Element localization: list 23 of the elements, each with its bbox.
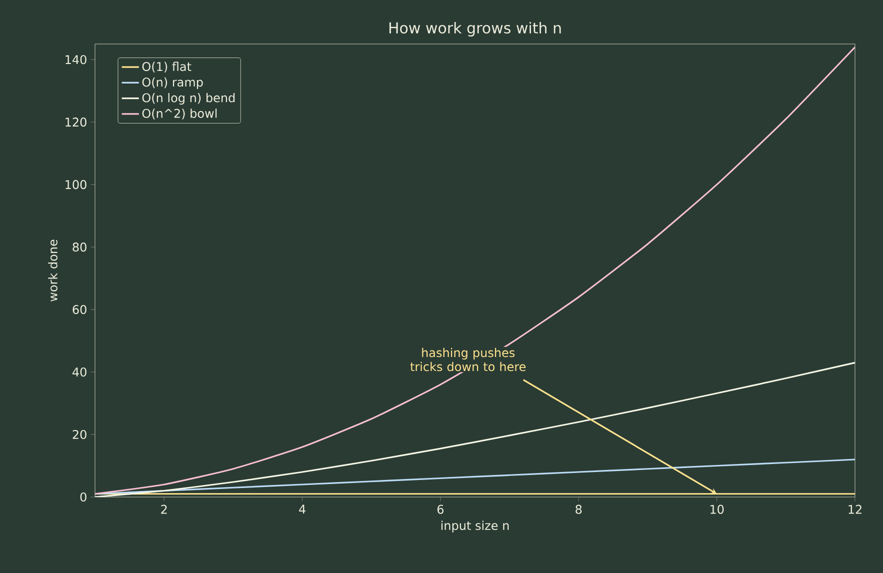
- chart-title: How work grows with n: [389, 22, 561, 36]
- x-tick-label: 10: [710, 504, 724, 514]
- y-tick-label: 40: [72, 367, 86, 377]
- y-tick-label: 80: [72, 242, 86, 252]
- annotation: hashing pushes tricks down to here: [410, 348, 526, 372]
- x-axis-title: input size n: [441, 520, 509, 532]
- y-tick-label: 100: [66, 180, 86, 190]
- x-tick-label: 4: [299, 504, 306, 514]
- x-tick-label: 12: [848, 504, 862, 514]
- y-tick-label: 0: [80, 492, 86, 502]
- line-series: [95, 46, 856, 495]
- y-tick-label: 140: [66, 55, 86, 64]
- legend-label: O(n^2) bowl: [142, 108, 217, 120]
- y-tick-label: 60: [72, 305, 86, 314]
- y-tick-label: 120: [66, 118, 86, 127]
- x-tick-label: 2: [161, 504, 167, 514]
- x-tick-label: 6: [437, 504, 444, 514]
- y-tick-label: 20: [72, 430, 86, 440]
- legend-label: O(n) ramp: [142, 77, 203, 90]
- legend-label: O(1) flat: [142, 62, 192, 72]
- x-tick-label: 8: [576, 504, 582, 514]
- legend-label: O(n log n) bend: [142, 93, 235, 105]
- y-axis-title: work done: [48, 240, 58, 302]
